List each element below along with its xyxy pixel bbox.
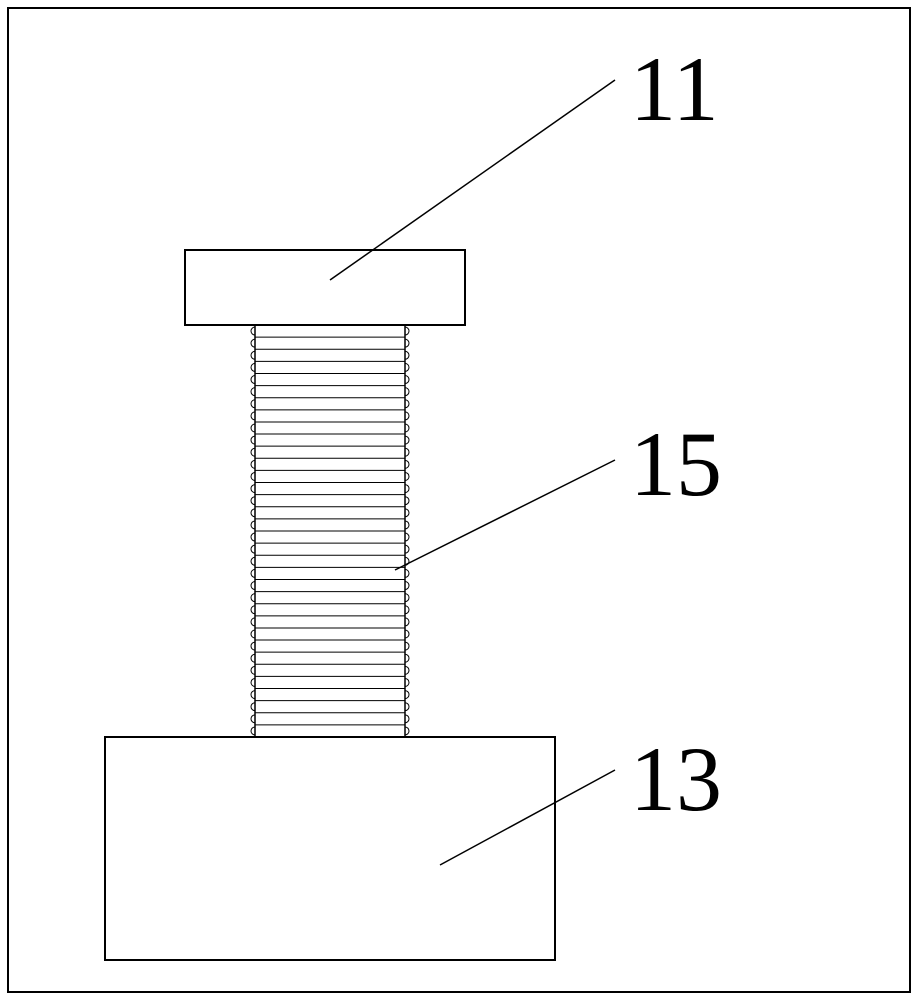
leader-line-0: [330, 80, 615, 280]
leader-line-1: [395, 460, 615, 570]
label-13: 13: [630, 728, 722, 830]
label-11: 11: [630, 38, 719, 140]
threaded-shaft: [251, 325, 409, 737]
engineering-diagram: 11 15 13: [0, 0, 918, 1000]
bottom-block: [105, 737, 555, 960]
label-15: 15: [630, 413, 722, 515]
top-block: [185, 250, 465, 325]
